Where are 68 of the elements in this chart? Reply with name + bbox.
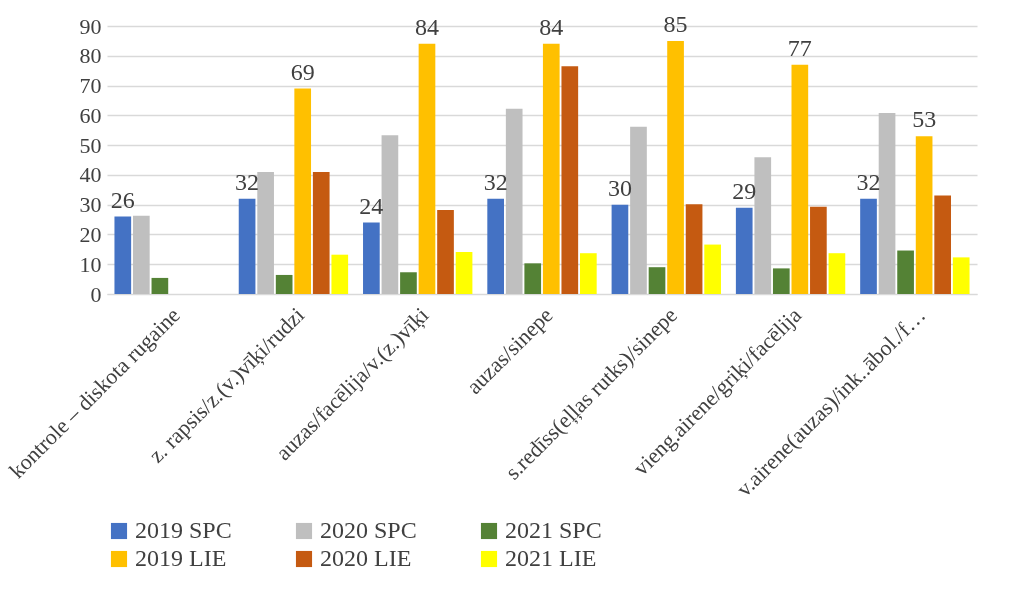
bar xyxy=(542,43,560,294)
y-tick-label: 40 xyxy=(79,162,102,188)
bar xyxy=(238,198,256,294)
y-tick-label: 70 xyxy=(79,73,102,99)
legend-label: 2020 SPC xyxy=(320,517,417,543)
legend-label: 2021 SPC xyxy=(505,517,602,543)
data-label: 69 xyxy=(290,58,315,85)
data-label: 26 xyxy=(110,186,135,213)
y-tick-label: 80 xyxy=(79,43,102,69)
bar xyxy=(791,64,809,294)
bar xyxy=(915,136,933,294)
legend-label: 2021 LIE xyxy=(505,545,597,571)
bar xyxy=(561,66,579,294)
data-label: 32 xyxy=(235,168,260,195)
y-tick-label: 10 xyxy=(79,251,102,277)
y-tick-label: 90 xyxy=(79,13,102,39)
bar xyxy=(704,244,721,294)
bar xyxy=(878,112,896,294)
y-tick-label: 30 xyxy=(79,192,102,218)
bar xyxy=(487,198,504,294)
bar xyxy=(294,88,312,294)
bar xyxy=(860,198,877,294)
bar xyxy=(257,171,274,294)
bar xyxy=(611,204,629,294)
bar xyxy=(132,215,150,294)
y-tick-label: 60 xyxy=(79,102,102,128)
bar xyxy=(952,257,970,294)
bar xyxy=(363,222,380,294)
bar xyxy=(331,254,349,294)
bar xyxy=(524,263,542,294)
data-label: 30 xyxy=(607,174,632,201)
bar xyxy=(897,250,914,294)
y-tick-label: 0 xyxy=(90,281,102,307)
bar xyxy=(114,216,132,294)
bar xyxy=(381,135,399,294)
data-label: 53 xyxy=(912,106,937,133)
bar xyxy=(828,253,846,294)
data-label: 24 xyxy=(359,192,384,219)
bar xyxy=(151,277,169,294)
data-label: 77 xyxy=(787,34,812,61)
bar xyxy=(667,40,684,294)
bar xyxy=(685,204,703,294)
bar xyxy=(810,206,827,294)
bar xyxy=(735,207,753,294)
data-label: 29 xyxy=(732,177,757,204)
y-tick-label: 50 xyxy=(79,132,102,158)
legend-label: 2020 LIE xyxy=(320,545,412,571)
bar xyxy=(455,252,473,294)
bar xyxy=(648,267,666,294)
bar xyxy=(934,195,952,294)
y-tick-label: 20 xyxy=(79,221,102,247)
data-label: 32 xyxy=(483,168,508,195)
bar xyxy=(437,210,454,294)
bar xyxy=(275,274,293,294)
bar xyxy=(630,126,647,294)
legend-label: 2019 LIE xyxy=(135,545,227,571)
bar xyxy=(505,108,523,294)
bar xyxy=(312,171,330,294)
data-label: 84 xyxy=(539,13,564,40)
legend-label: 2019 SPC xyxy=(135,517,232,543)
data-label: 84 xyxy=(414,13,439,40)
data-label: 32 xyxy=(856,168,881,195)
bar xyxy=(772,268,790,294)
bar xyxy=(580,253,597,294)
data-label: 85 xyxy=(663,10,688,37)
bar xyxy=(754,157,772,294)
bar xyxy=(400,272,417,294)
bar xyxy=(418,43,436,294)
